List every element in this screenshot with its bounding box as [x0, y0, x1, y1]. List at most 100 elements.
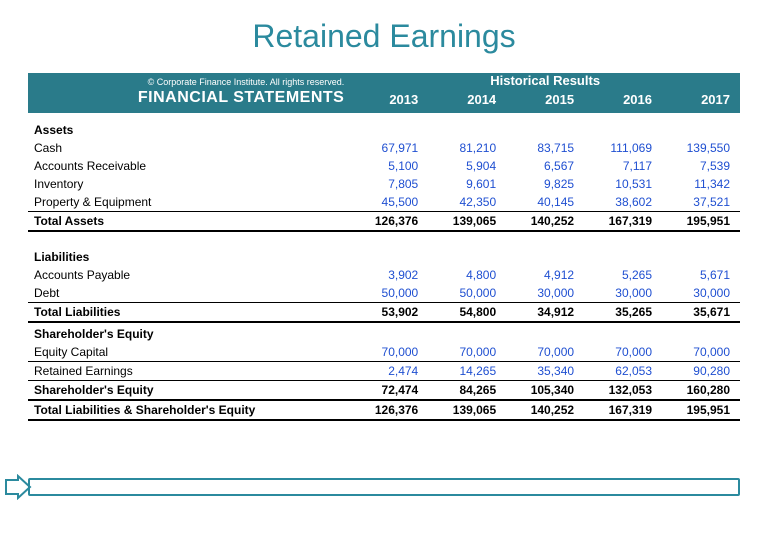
year-2013: 2013 [350, 88, 428, 113]
inv-2014: 9,601 [428, 175, 506, 193]
tl-2016: 35,265 [584, 303, 662, 323]
ar-2016: 7,117 [584, 157, 662, 175]
header-row-1: © Corporate Finance Institute. All right… [28, 73, 740, 88]
gt-2016: 167,319 [584, 400, 662, 420]
label-total-liab: Total Liabilities [28, 303, 350, 323]
row-equity-capital: Equity Capital 70,000 70,000 70,000 70,0… [28, 343, 740, 362]
label-grand: Total Liabilities & Shareholder's Equity [28, 400, 350, 420]
gt-2017: 195,951 [662, 400, 740, 420]
tl-2015: 34,912 [506, 303, 584, 323]
row-debt: Debt 50,000 50,000 30,000 30,000 30,000 [28, 284, 740, 303]
debt-2017: 30,000 [662, 284, 740, 303]
label-total-assets: Total Assets [28, 212, 350, 232]
ap-2017: 5,671 [662, 266, 740, 284]
ppe-2017: 37,521 [662, 193, 740, 212]
eqcap-2017: 70,000 [662, 343, 740, 362]
tl-2014: 54,800 [428, 303, 506, 323]
row-inventory: Inventory 7,805 9,601 9,825 10,531 11,34… [28, 175, 740, 193]
copyright-text: © Corporate Finance Institute. All right… [28, 73, 350, 87]
inv-2015: 9,825 [506, 175, 584, 193]
debt-2016: 30,000 [584, 284, 662, 303]
gt-2013: 126,376 [350, 400, 428, 420]
inv-2017: 11,342 [662, 175, 740, 193]
eqcap-2013: 70,000 [350, 343, 428, 362]
page-title: Retained Earnings [0, 18, 768, 55]
assets-header: Assets [28, 113, 740, 139]
ap-2013: 3,902 [350, 266, 428, 284]
year-2015: 2015 [506, 88, 584, 113]
row-ppe: Property & Equipment 45,500 42,350 40,14… [28, 193, 740, 212]
liabilities-header: Liabilities [28, 231, 740, 266]
ar-2015: 6,567 [506, 157, 584, 175]
label-ar: Accounts Receivable [28, 157, 350, 175]
gt-2014: 139,065 [428, 400, 506, 420]
ar-2017: 7,539 [662, 157, 740, 175]
debt-2014: 50,000 [428, 284, 506, 303]
te-2015: 105,340 [506, 381, 584, 401]
label-eqcap: Equity Capital [28, 343, 350, 362]
label-debt: Debt [28, 284, 350, 303]
te-2013: 72,474 [350, 381, 428, 401]
label-ap: Accounts Payable [28, 266, 350, 284]
inv-2016: 10,531 [584, 175, 662, 193]
re-2014: 14,265 [428, 362, 506, 381]
ppe-2016: 38,602 [584, 193, 662, 212]
ta-2016: 167,319 [584, 212, 662, 232]
financial-statements-table: © Corporate Finance Institute. All right… [28, 73, 740, 421]
row-total-equity: Shareholder's Equity 72,474 84,265 105,3… [28, 381, 740, 401]
row-grand-total: Total Liabilities & Shareholder's Equity… [28, 400, 740, 420]
cash-2017: 139,550 [662, 139, 740, 157]
ta-2015: 140,252 [506, 212, 584, 232]
row-retained-earnings: Retained Earnings 2,474 14,265 35,340 62… [28, 362, 740, 381]
label-ppe: Property & Equipment [28, 193, 350, 212]
label-cash: Cash [28, 139, 350, 157]
row-cash: Cash 67,971 81,210 83,715 111,069 139,55… [28, 139, 740, 157]
re-2016: 62,053 [584, 362, 662, 381]
ta-2013: 126,376 [350, 212, 428, 232]
ap-2015: 4,912 [506, 266, 584, 284]
cash-2014: 81,210 [428, 139, 506, 157]
row-ar: Accounts Receivable 5,100 5,904 6,567 7,… [28, 157, 740, 175]
year-2014: 2014 [428, 88, 506, 113]
ta-2017: 195,951 [662, 212, 740, 232]
re-2017: 90,280 [662, 362, 740, 381]
debt-2015: 30,000 [506, 284, 584, 303]
tl-2017: 35,671 [662, 303, 740, 323]
eqcap-2016: 70,000 [584, 343, 662, 362]
statements-heading: FINANCIAL STATEMENTS [28, 87, 350, 113]
re-2013: 2,474 [350, 362, 428, 381]
ppe-2013: 45,500 [350, 193, 428, 212]
row-ap: Accounts Payable 3,902 4,800 4,912 5,265… [28, 266, 740, 284]
re-2015: 35,340 [506, 362, 584, 381]
eqcap-2015: 70,000 [506, 343, 584, 362]
gt-2015: 140,252 [506, 400, 584, 420]
ppe-2015: 40,145 [506, 193, 584, 212]
label-total-eq: Shareholder's Equity [28, 381, 350, 401]
row-total-liabilities: Total Liabilities 53,902 54,800 34,912 3… [28, 303, 740, 323]
ar-2013: 5,100 [350, 157, 428, 175]
te-2016: 132,053 [584, 381, 662, 401]
debt-2013: 50,000 [350, 284, 428, 303]
ta-2014: 139,065 [428, 212, 506, 232]
retained-earnings-highlight [28, 478, 740, 496]
eqcap-2014: 70,000 [428, 343, 506, 362]
financial-table-container: © Corporate Finance Institute. All right… [28, 73, 740, 421]
cash-2013: 67,971 [350, 139, 428, 157]
year-2016: 2016 [584, 88, 662, 113]
tl-2013: 53,902 [350, 303, 428, 323]
arrow-icon [4, 474, 32, 500]
equity-header: Shareholder's Equity [28, 322, 740, 343]
ar-2014: 5,904 [428, 157, 506, 175]
inv-2013: 7,805 [350, 175, 428, 193]
year-2017: 2017 [662, 88, 740, 113]
cash-2016: 111,069 [584, 139, 662, 157]
label-inventory: Inventory [28, 175, 350, 193]
te-2014: 84,265 [428, 381, 506, 401]
historical-results-label: Historical Results [350, 73, 740, 88]
te-2017: 160,280 [662, 381, 740, 401]
ap-2014: 4,800 [428, 266, 506, 284]
ap-2016: 5,265 [584, 266, 662, 284]
row-total-assets: Total Assets 126,376 139,065 140,252 167… [28, 212, 740, 232]
cash-2015: 83,715 [506, 139, 584, 157]
label-re: Retained Earnings [28, 362, 350, 381]
